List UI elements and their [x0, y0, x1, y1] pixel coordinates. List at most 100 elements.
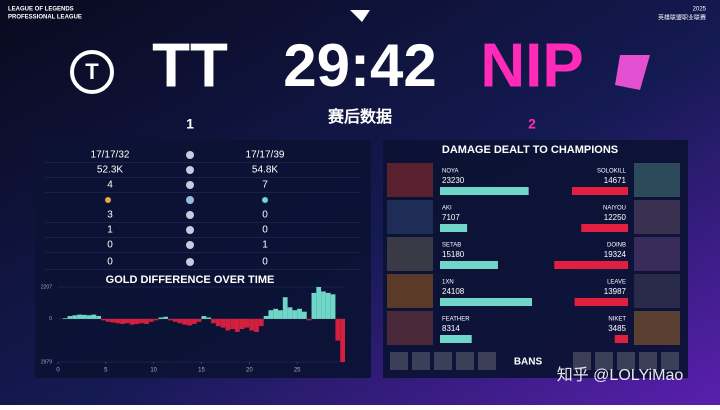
team-score: 2	[528, 116, 536, 132]
stat-icon	[186, 166, 194, 174]
player-name: SETAB	[442, 243, 461, 249]
dragon-icon	[262, 197, 268, 203]
champion-portrait	[387, 237, 433, 271]
ban-icon	[434, 352, 452, 370]
gold-bar	[191, 318, 197, 324]
team-logo	[615, 55, 650, 90]
player-name: DOINB	[607, 243, 626, 249]
champion-portrait	[387, 311, 433, 345]
gold-bar	[196, 318, 202, 322]
y-tick-label: 2979	[41, 359, 52, 365]
gold-bar	[306, 318, 312, 321]
chart-title: GOLD DIFFERENCE OVER TIME	[106, 274, 275, 286]
gold-bar	[77, 314, 82, 319]
damage-value: 19324	[604, 250, 627, 259]
damage-value: 14671	[604, 176, 627, 185]
stat-right: 54.8K	[252, 165, 278, 176]
stat-left: 1	[107, 225, 113, 236]
x-tick-label: 20	[246, 368, 253, 374]
gold-bar	[278, 310, 283, 319]
gold-bar	[182, 318, 188, 325]
stat-icon	[186, 196, 194, 204]
stat-right: 0	[262, 210, 268, 221]
gold-bar	[158, 317, 164, 319]
damage-bar	[440, 298, 532, 306]
watermark: 知乎 @LOLYiMao	[557, 366, 684, 384]
damage-value: 8314	[442, 324, 460, 333]
player-name: 1XN	[442, 280, 454, 286]
x-tick-label: 25	[294, 368, 301, 374]
gold-bar	[148, 318, 154, 322]
champion-portrait	[634, 274, 680, 308]
subtitle: 赛后数据	[327, 107, 392, 126]
damage-bar	[574, 298, 628, 306]
stat-right: 17/17/39	[246, 150, 285, 161]
gold-bar	[335, 318, 341, 341]
stat-left: 52.3K	[97, 165, 123, 176]
gold-bar	[234, 318, 240, 332]
timer: 29:42	[283, 32, 436, 99]
gold-bar	[230, 318, 235, 330]
dragon-icon	[105, 197, 111, 203]
champion-portrait	[387, 163, 433, 197]
champion-portrait	[387, 274, 433, 308]
x-tick-label: 15	[198, 368, 205, 374]
gold-bar	[177, 318, 183, 324]
damage-bar	[440, 187, 529, 195]
player-name: NIKET	[608, 317, 626, 323]
gold-bar	[86, 315, 92, 319]
stat-right: 1	[262, 240, 268, 251]
gold-bar	[105, 318, 111, 322]
gold-bar	[129, 318, 135, 325]
y-tick-label: 0	[49, 316, 52, 322]
gold-bar	[153, 318, 159, 321]
gold-bar	[254, 318, 259, 332]
team-score: 1	[186, 116, 194, 132]
gold-bar	[330, 294, 336, 319]
gold-bar	[220, 318, 226, 328]
y-tick-label: 2207	[41, 284, 52, 290]
stat-icon	[186, 211, 194, 219]
stat-left: 0	[107, 240, 113, 251]
x-tick-label: 5	[104, 368, 108, 374]
gold-bar	[187, 318, 192, 326]
gold-bar	[91, 314, 97, 319]
player-name: NAIYOU	[603, 206, 626, 212]
gold-bar	[225, 318, 231, 331]
stat-right: 0	[262, 257, 268, 268]
stat-icon	[186, 226, 194, 234]
gold-bar	[215, 318, 221, 327]
ban-icon	[639, 352, 657, 370]
stat-icon	[186, 258, 194, 266]
year: 2025	[693, 7, 707, 13]
gold-bar	[244, 318, 250, 328]
gold-bar	[292, 310, 298, 319]
player-name: AKI	[442, 206, 452, 212]
ban-icon	[456, 352, 474, 370]
stat-icon	[186, 181, 194, 189]
stat-right: 0	[262, 225, 268, 236]
gold-bar	[163, 316, 169, 319]
gold-bar	[124, 318, 130, 324]
ban-icon	[478, 352, 496, 370]
damage-value: 12250	[604, 213, 627, 222]
ban-icon	[617, 352, 635, 370]
gold-bar	[287, 307, 293, 319]
champion-portrait	[634, 237, 680, 271]
x-tick-label: 0	[56, 368, 60, 374]
gold-bar	[72, 315, 78, 319]
champion-portrait	[634, 311, 680, 345]
damage-bar	[614, 335, 628, 343]
gold-bar	[101, 318, 106, 321]
champion-portrait	[634, 200, 680, 234]
gold-bar	[81, 314, 87, 319]
gold-bar	[211, 318, 216, 324]
damage-bar	[440, 335, 472, 343]
ban-icon	[573, 352, 591, 370]
gold-bar	[297, 308, 302, 319]
gold-bar	[110, 318, 116, 323]
champion-portrait	[387, 200, 433, 234]
player-name: LEAVE	[607, 280, 626, 286]
stat-icon	[186, 241, 194, 249]
